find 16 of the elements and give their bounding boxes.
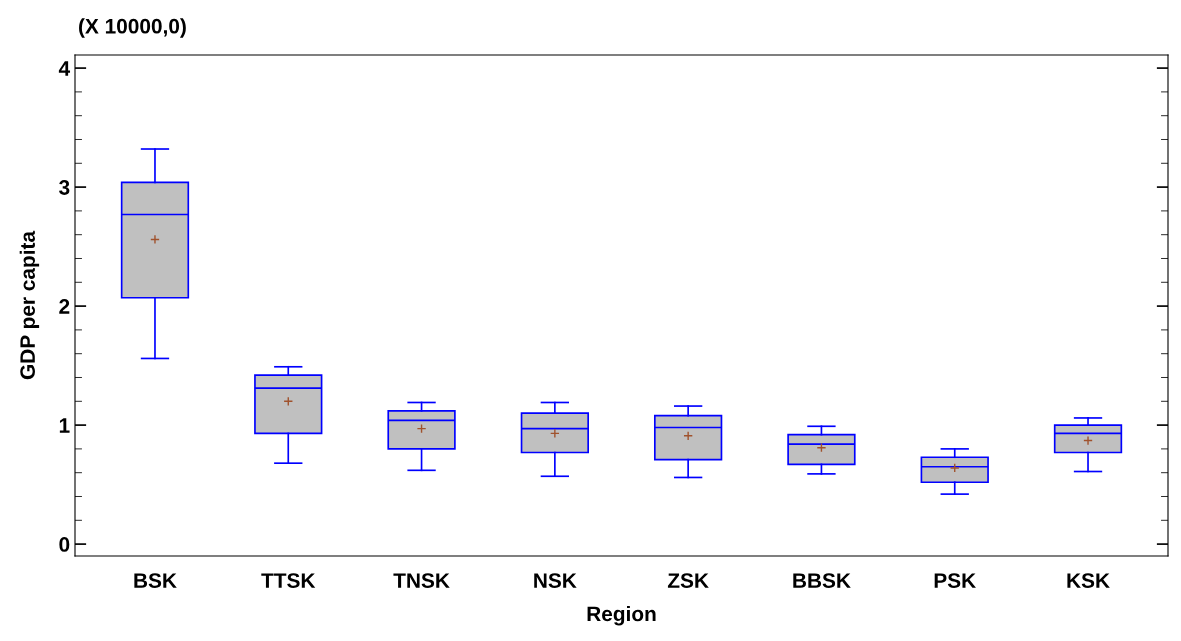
y-axis-title: GDP per capita xyxy=(19,230,40,380)
x-tick-label: BBSK xyxy=(793,573,851,588)
x-tick-label: TTSK xyxy=(261,573,316,588)
y-tick-label: 3 xyxy=(59,180,70,195)
y-tick-label: 0 xyxy=(59,537,70,552)
x-tick-label: PSK xyxy=(934,573,976,588)
x-tick-label: NSK xyxy=(534,573,577,588)
y-tick-label: 1 xyxy=(59,418,70,433)
x-tick-label: KSK xyxy=(1067,573,1110,588)
y-tick-label: 4 xyxy=(58,61,71,76)
x-tick-label: ZSK xyxy=(667,573,709,588)
y-tick-label: 2 xyxy=(59,299,70,314)
x-axis-title: Region xyxy=(587,605,656,626)
text: (X 10000,0) xyxy=(79,18,186,38)
x-tick-label: BSK xyxy=(134,573,177,588)
x-tick-label: TNSK xyxy=(393,573,450,588)
